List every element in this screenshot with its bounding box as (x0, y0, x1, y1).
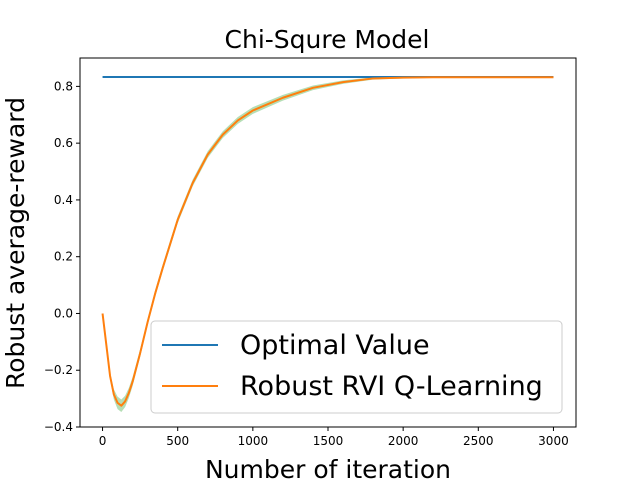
y-axis-label: Robust average-reward (1, 97, 30, 389)
y-tick-label: 0.4 (54, 193, 73, 207)
x-axis-label: Number of iteration (205, 455, 451, 480)
legend-box (150, 320, 563, 414)
legend: Optimal Value Robust RVI Q-Learning (150, 320, 563, 414)
y-tick-label: 0.0 (54, 306, 73, 320)
x-tick-label: 0 (99, 434, 107, 448)
x-tick-label: 1000 (238, 434, 269, 448)
y-tick-label: −0.4 (44, 420, 73, 434)
x-axis: 0 500 1000 1500 2000 2500 3000 (99, 427, 569, 448)
legend-label-robust-rvi: Robust RVI Q-Learning (240, 371, 543, 402)
y-tick-label: 0.8 (54, 79, 73, 93)
y-tick-label: 0.2 (54, 250, 73, 264)
series-robust-rvi-line (101, 76, 554, 407)
legend-label-optimal-value: Optimal Value (240, 330, 430, 361)
chart-title: Chi-Squre Model (225, 25, 430, 54)
x-tick-label: 3000 (538, 434, 569, 448)
x-tick-label: 2500 (463, 434, 494, 448)
x-tick-label: 500 (166, 434, 189, 448)
x-tick-label: 1500 (313, 434, 344, 448)
x-tick-label: 2000 (388, 434, 419, 448)
y-tick-label: 0.6 (54, 136, 73, 150)
y-tick-label: −0.2 (44, 363, 73, 377)
plot-area (101, 76, 554, 412)
y-axis: −0.4 −0.2 0.0 0.2 0.4 0.6 0.8 (44, 79, 80, 434)
